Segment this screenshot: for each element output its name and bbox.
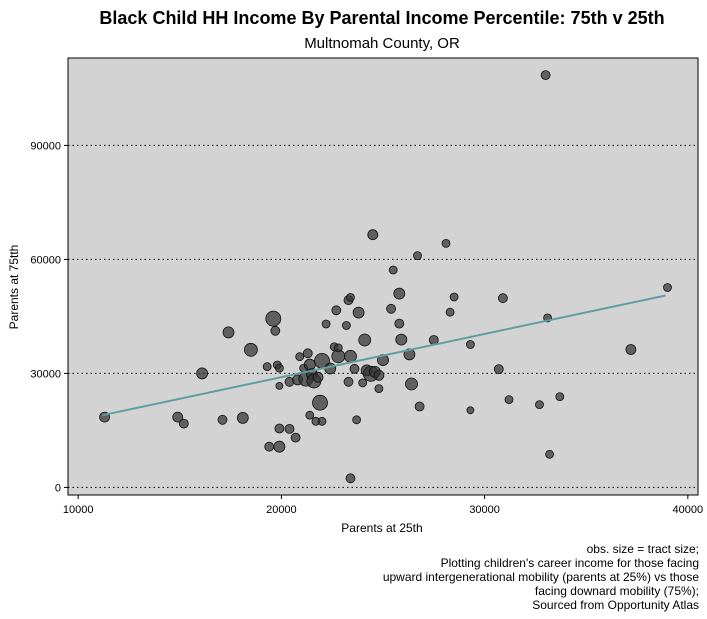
data-point	[358, 378, 368, 388]
data-point	[405, 377, 418, 391]
data-point	[312, 394, 328, 411]
data-point	[466, 406, 475, 415]
data-point	[504, 395, 514, 405]
data-points	[99, 70, 672, 484]
data-point	[625, 344, 637, 355]
caption-line: upward intergenerational mobility (paren…	[383, 570, 699, 584]
data-point	[441, 238, 451, 248]
data-point	[302, 348, 313, 359]
data-point	[264, 441, 275, 452]
data-point	[395, 333, 408, 346]
data-point	[413, 251, 422, 261]
data-point	[178, 418, 189, 429]
data-point	[284, 423, 295, 434]
data-point	[262, 362, 272, 372]
data-point	[535, 400, 544, 410]
data-point	[275, 381, 284, 390]
x-tick-label: 40000	[673, 504, 704, 516]
y-tick-label: 0	[55, 482, 61, 494]
trend-line-group	[102, 294, 666, 417]
data-point	[333, 343, 343, 353]
data-point	[273, 440, 286, 453]
data-point	[403, 348, 416, 361]
data-point	[345, 473, 356, 484]
data-point	[465, 340, 475, 349]
data-point	[295, 352, 305, 362]
data-point	[270, 325, 281, 336]
caption-line: facing downard mobility (75%);	[535, 584, 699, 598]
data-point	[343, 376, 354, 387]
data-point	[321, 319, 331, 329]
data-point	[222, 326, 235, 339]
y-axis-label: Parents at 75tth	[7, 245, 21, 330]
data-point	[172, 411, 184, 423]
data-point	[555, 392, 565, 402]
data-point	[352, 415, 362, 425]
trend-line	[102, 294, 666, 417]
data-point	[303, 358, 316, 371]
data-point	[414, 401, 425, 412]
data-point	[196, 367, 209, 380]
x-tick-label: 30000	[469, 504, 500, 516]
data-point	[449, 292, 459, 302]
y-tick-label: 90000	[30, 140, 61, 152]
data-point	[493, 364, 504, 375]
data-point	[317, 416, 327, 426]
data-point	[349, 363, 360, 374]
y-tick-label: 60000	[30, 254, 61, 266]
data-point	[358, 333, 372, 347]
data-point	[374, 384, 384, 394]
data-point	[373, 369, 385, 381]
data-point	[236, 411, 249, 424]
data-point	[331, 305, 342, 316]
x-axis-label: Parents at 25th	[341, 521, 422, 535]
chart-caption: obs. size = tract size;Plotting children…	[383, 542, 699, 612]
data-point	[394, 318, 405, 329]
data-point	[344, 349, 357, 363]
data-point	[497, 293, 508, 304]
data-point	[386, 303, 397, 314]
chart-subtitle: Multnomah County, OR	[304, 35, 460, 52]
data-point	[663, 283, 672, 292]
data-point	[305, 410, 315, 420]
chart-title: Black Child HH Income By Parental Income…	[99, 8, 664, 28]
caption-line: Plotting children's career income for th…	[441, 556, 699, 570]
data-point	[346, 292, 355, 302]
caption-line: Sourced from Opportunity Atlas	[532, 598, 699, 612]
y-tick-label: 30000	[30, 368, 61, 380]
data-point	[388, 265, 398, 275]
data-point	[265, 310, 282, 327]
data-point	[341, 321, 351, 330]
x-tick-label: 20000	[266, 504, 297, 516]
data-point	[312, 371, 324, 383]
plot-panel	[67, 57, 699, 496]
data-point	[393, 287, 406, 300]
data-point	[352, 306, 365, 319]
data-point	[290, 432, 301, 443]
data-point	[274, 363, 284, 373]
data-point	[274, 423, 285, 434]
x-tick-label: 10000	[63, 504, 94, 516]
axes: 0 30000 60000 90000 10000 20000 30000 40000	[30, 140, 703, 516]
data-point	[545, 449, 554, 459]
data-point	[217, 414, 228, 425]
data-point	[243, 342, 258, 357]
data-point	[540, 70, 551, 80]
caption-line: obs. size = tract size;	[587, 542, 699, 556]
data-point	[445, 307, 455, 317]
data-point	[367, 229, 379, 241]
